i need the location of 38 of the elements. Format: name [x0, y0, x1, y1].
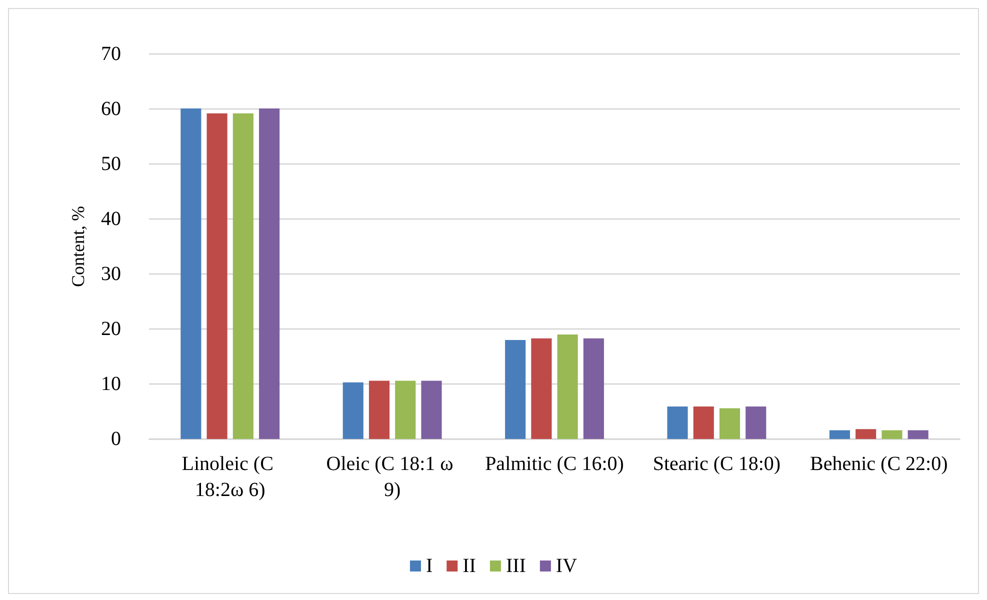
y-tick-label: 50 [101, 153, 121, 175]
bar [421, 380, 442, 439]
bar [342, 382, 364, 439]
bar [719, 408, 740, 439]
y-tick-label: 40 [101, 208, 121, 230]
legend-label: II [462, 555, 476, 577]
bar [505, 340, 526, 439]
y-tick-label: 20 [101, 318, 121, 340]
bar [368, 380, 390, 439]
x-tick-label: Stearic (C 18:0) [652, 453, 781, 475]
bar [531, 338, 552, 439]
y-tick-label: 10 [101, 373, 121, 395]
legend-label: IV [556, 555, 578, 577]
bar [829, 430, 850, 439]
bar [395, 380, 416, 439]
legend-label: I [426, 555, 433, 577]
y-tick-label: 0 [111, 428, 121, 450]
bar [232, 113, 254, 439]
bar [746, 406, 766, 439]
x-tick-label: Behenic (C 22:0) [810, 453, 948, 475]
legend-label: III [506, 555, 526, 577]
bar [667, 406, 688, 439]
bar [882, 430, 902, 439]
y-axis-title: Content, % [68, 206, 88, 287]
bar [693, 406, 714, 439]
y-tick-label: 70 [101, 43, 121, 65]
x-tick-label: Palmitic (C 16:0) [485, 453, 624, 475]
bar [583, 338, 604, 439]
bar [180, 108, 202, 439]
y-tick-label: 30 [101, 263, 121, 285]
x-tick-label: Oleic (C 18:1 ω 9) [326, 453, 458, 501]
bar [908, 430, 928, 439]
bar [557, 334, 578, 439]
bar [856, 429, 876, 439]
x-tick-label: Linoleic (C 18:2ω 6) [182, 453, 278, 501]
bar [259, 108, 280, 439]
y-tick-label: 60 [101, 98, 121, 120]
bar [206, 113, 228, 439]
